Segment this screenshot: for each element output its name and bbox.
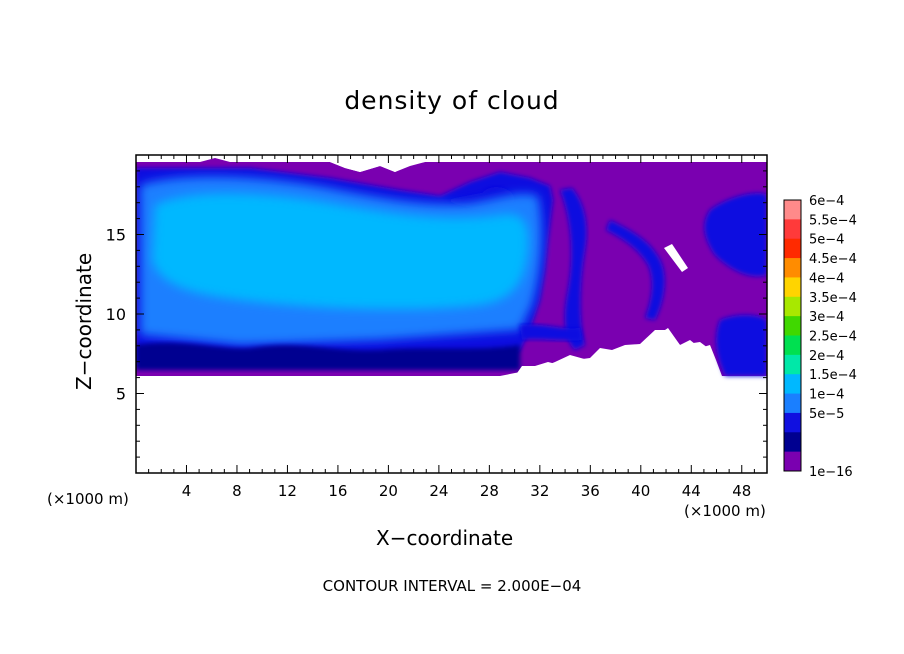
chart-title: density of cloud bbox=[344, 86, 560, 115]
x-tick-label: 40 bbox=[631, 482, 650, 500]
colorbar-swatch bbox=[784, 374, 801, 395]
colorbar-label: 3.5e−4 bbox=[809, 291, 857, 306]
colorbar-swatch bbox=[784, 393, 801, 414]
x-unit-label-left: (×1000 m) bbox=[47, 490, 129, 508]
x-tick-label: 8 bbox=[232, 482, 242, 500]
y-tick-label: 5 bbox=[116, 385, 126, 404]
colorbar-frame bbox=[783, 199, 802, 472]
colorbar: 6e−4 5.5e−4 5e−4 4.5e−4 4e−4 3.5e−4 3e−4 2.5e−4… bbox=[783, 194, 857, 480]
void-cap bbox=[330, 162, 425, 172]
void-notch bbox=[664, 244, 688, 272]
right-streak-3 bbox=[520, 324, 582, 341]
x-tick-label: 4 bbox=[182, 482, 192, 500]
cloud-core-cyan bbox=[152, 193, 529, 310]
x-tick-label: 28 bbox=[480, 482, 499, 500]
colorbar-swatch bbox=[784, 451, 801, 472]
colorbar-swatch bbox=[784, 238, 801, 259]
colorbar-label: 6e−4 bbox=[809, 194, 844, 209]
colorbar-swatch bbox=[784, 432, 801, 453]
colorbar-swatch bbox=[784, 316, 801, 336]
void-lower-right bbox=[515, 330, 718, 376]
x-tick-label: 16 bbox=[328, 482, 347, 500]
x-tick-label: 32 bbox=[530, 482, 549, 500]
contour-interval-note: CONTOUR INTERVAL = 2.000E−04 bbox=[322, 577, 582, 595]
colorbar-label: 4.5e−4 bbox=[809, 252, 857, 267]
colorbar-label: 2e−4 bbox=[809, 349, 844, 364]
colorbar-label: 4e−4 bbox=[809, 271, 844, 286]
x-tick-label: 48 bbox=[732, 482, 751, 500]
heatmap-field bbox=[136, 158, 767, 376]
x-tick-label: 24 bbox=[429, 482, 448, 500]
colorbar-swatch bbox=[784, 296, 801, 317]
right-blob-lower bbox=[716, 315, 767, 376]
x-tick-label: 12 bbox=[278, 482, 297, 500]
colorbar-swatch bbox=[784, 412, 801, 433]
colorbar-swatch bbox=[784, 277, 801, 298]
right-streak-1 bbox=[560, 188, 587, 350]
right-streak-2 bbox=[606, 220, 665, 320]
x-tick-label: 36 bbox=[581, 482, 600, 500]
colorbar-label: 3e−4 bbox=[809, 310, 844, 325]
colorbar-swatch bbox=[784, 219, 801, 240]
x-axis-label: X−coordinate bbox=[376, 526, 514, 550]
y-tick-label: 15 bbox=[106, 226, 126, 245]
colorbar-label: 1.5e−4 bbox=[809, 368, 857, 383]
y-axis-label: Z−coordinate bbox=[72, 252, 96, 390]
colorbar-label: 2.5e−4 bbox=[809, 330, 857, 345]
colorbar-swatch bbox=[784, 258, 801, 278]
colorbar-label: 1e−4 bbox=[809, 388, 844, 403]
colorbar-swatch bbox=[784, 200, 801, 220]
colorbar-label: 5e−5 bbox=[809, 407, 844, 422]
colorbar-label: 1e−16 bbox=[809, 465, 853, 480]
right-blob-upper bbox=[704, 193, 767, 277]
cloud-base-band bbox=[136, 342, 520, 370]
colorbar-label: 5.5e−4 bbox=[809, 213, 857, 228]
x-tick-label: 20 bbox=[379, 482, 398, 500]
x-tick-label: 44 bbox=[682, 482, 701, 500]
x-unit-label-right: (×1000 m) bbox=[684, 502, 766, 520]
colorbar-swatch bbox=[784, 335, 801, 356]
colorbar-swatch bbox=[784, 354, 801, 375]
colorbar-label: 5e−4 bbox=[809, 233, 844, 248]
y-tick-label: 10 bbox=[106, 305, 126, 324]
